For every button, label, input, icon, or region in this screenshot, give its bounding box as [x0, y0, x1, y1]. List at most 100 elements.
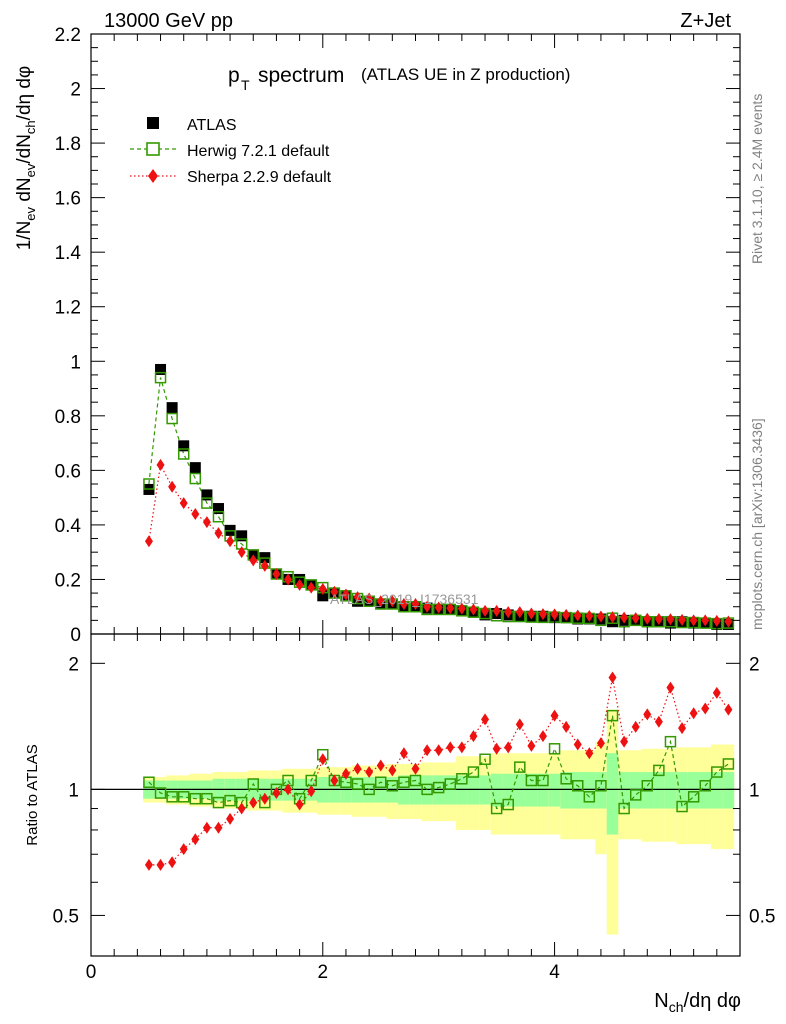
ratio-sherpa-point [411, 762, 420, 775]
sherpa-point [678, 613, 687, 626]
sherpa-point [399, 598, 408, 610]
sherpa-point [434, 601, 443, 614]
band-inner [560, 772, 572, 809]
ratio-y-tick-label: 0.5 [53, 906, 79, 927]
band-inner [618, 772, 630, 809]
ratio-sherpa-point [330, 774, 339, 787]
ratio-sherpa-point [631, 720, 640, 733]
sherpa-point [144, 535, 153, 548]
sherpa-point [481, 604, 490, 617]
ratio-herwig-point [699, 780, 711, 792]
legend-atlas-marker [147, 117, 159, 129]
ratio-sherpa-point [469, 730, 478, 743]
main-y-tick-label: 2.2 [55, 25, 81, 46]
sherpa-point [654, 613, 663, 625]
sherpa-point [179, 497, 188, 510]
ratio-herwig-point [525, 774, 538, 787]
ratio-sherpa-point [191, 833, 200, 846]
sherpa-point [191, 508, 200, 520]
sherpa-point [631, 612, 640, 625]
band-inner [548, 773, 561, 807]
sherpa-point [562, 608, 571, 621]
ratio-sherpa-point [481, 713, 490, 726]
sherpa-point [202, 516, 211, 529]
ratio-sherpa-point [654, 715, 663, 728]
ratio-sherpa-point [353, 762, 362, 775]
sherpa-point [295, 578, 304, 591]
ratio-sherpa-point [585, 747, 594, 760]
band-inner [664, 772, 677, 809]
band-inner [722, 772, 735, 809]
ratio-herwig-point [502, 798, 514, 811]
ratio-herwig-point [618, 802, 630, 815]
ratio-sherpa-point [643, 708, 652, 721]
ratio-herwig-point [583, 791, 596, 803]
ratio-herwig-point [664, 735, 677, 748]
ratio-sherpa-point [249, 796, 258, 809]
band-inner [711, 772, 723, 809]
ratio-herwig-point [351, 778, 364, 790]
ratio-herwig-point [548, 743, 561, 755]
ratio-herwig-point [606, 709, 619, 722]
sherpa-point [515, 606, 524, 619]
sherpa-point [365, 592, 374, 605]
sherpa-point [666, 613, 675, 626]
sherpa-point [284, 573, 293, 586]
sherpa-point [168, 480, 177, 493]
chart-title-prefix-sub: T [241, 77, 250, 93]
legend-sherpa-marker [148, 169, 158, 183]
ratio-herwig-point [247, 778, 259, 790]
band-inner [606, 753, 619, 835]
legend-herwig-label: Herwig 7.2.1 default [187, 143, 330, 160]
sherpa-point [411, 598, 420, 610]
ratio-herwig-point [363, 783, 375, 796]
ratio-sherpa-point [226, 812, 235, 825]
legend-atlas-label: ATLAS [187, 117, 237, 134]
sherpa-point [724, 615, 733, 628]
ratio-sherpa-point [237, 802, 246, 815]
band-inner [687, 772, 700, 809]
legend-sherpa-label: Sherpa 2.2.9 default [187, 169, 332, 186]
sherpa-point [446, 602, 455, 615]
ratio-sherpa-series [144, 671, 733, 871]
ratio-sherpa-point [272, 787, 281, 800]
atlas-point [317, 590, 329, 602]
herwig-line [148, 377, 729, 625]
ratio-herwig-point [490, 802, 503, 815]
atlas-point [236, 530, 248, 542]
sherpa-point [712, 614, 721, 627]
x-tick-label: 4 [549, 962, 560, 983]
ratio-x-axis: 0 2 4 [86, 634, 741, 983]
herwig-point [154, 371, 167, 384]
ratio-sherpa-point [179, 843, 188, 856]
mcplots-label: mcplots.cern.ch [arXiv:1306.3436] [749, 418, 765, 630]
ratio-sherpa-point [144, 858, 153, 871]
sherpa-point [341, 588, 350, 601]
ratio-herwig-point [641, 780, 654, 792]
main-y-tick-label: 1.4 [55, 243, 82, 264]
main-y-tick-label: 0 [70, 625, 81, 646]
ratio-sherpa-point [596, 737, 605, 750]
x-tick-label: 2 [317, 962, 328, 983]
ratio-sherpa-point [550, 709, 559, 722]
sherpa-point [388, 595, 397, 608]
ratio-sherpa-point [423, 744, 432, 757]
ratio-herwig-point [595, 780, 607, 792]
atlas-point [212, 503, 224, 515]
sherpa-point [643, 612, 652, 625]
ratio-sherpa-point [608, 671, 617, 684]
herwig-point [189, 472, 202, 485]
ratio-sherpa-point [446, 741, 455, 754]
sherpa-point [550, 608, 559, 621]
chart-title: spectrum [258, 64, 344, 87]
ratio-sherpa-point [527, 739, 536, 752]
sherpa-point [596, 610, 605, 623]
sherpa-point [573, 609, 582, 622]
main-x-axis [90, 34, 741, 634]
sherpa-point [423, 600, 432, 613]
ratio-sherpa-point [712, 686, 721, 699]
ratio-herwig-point [201, 792, 213, 805]
ratio-y-axis: 0.5 0.5 1 1 2 2 [53, 654, 776, 927]
main-y-tick-label: 1.6 [55, 189, 81, 210]
